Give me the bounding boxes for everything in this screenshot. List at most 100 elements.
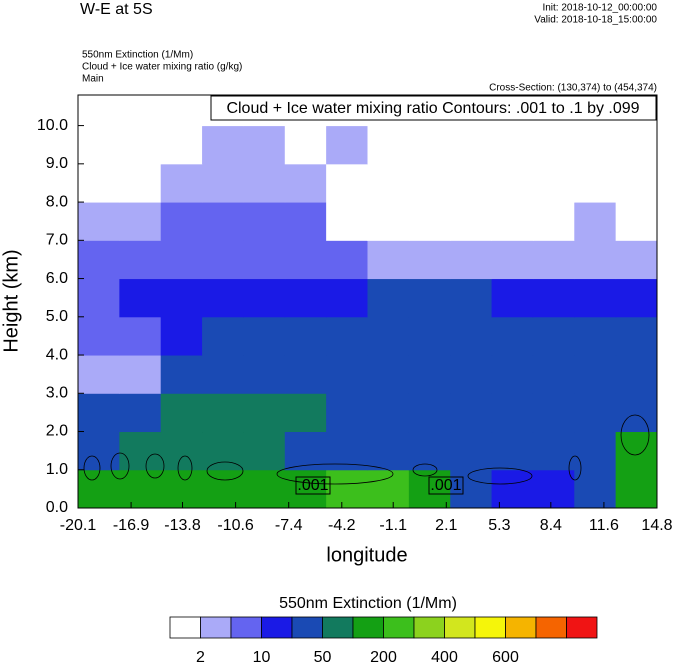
contour-label: .001 (430, 477, 461, 494)
field-cell (491, 125, 534, 165)
field-cell (78, 316, 120, 356)
field-cell (408, 163, 451, 203)
y-axis-label: Height (km) (0, 249, 22, 352)
field-cell (615, 316, 657, 356)
colorbar-box (230, 616, 262, 639)
field-cell (78, 95, 120, 127)
field-cell (284, 125, 327, 165)
x-tick-label: -16.9 (113, 517, 150, 534)
colorbar-box (474, 616, 506, 639)
field-cell (532, 469, 575, 508)
field-cell (326, 469, 368, 508)
field-cell (284, 393, 327, 433)
field-cell (450, 431, 493, 471)
colorbar-label: 2 (196, 649, 205, 666)
field-cell (408, 393, 451, 433)
colorbar-label: 200 (370, 649, 397, 666)
colorbar-title: 550nm Extinction (1/Mm) (279, 595, 457, 612)
field-cell (450, 355, 493, 394)
field-cell (574, 202, 617, 241)
field-cell (326, 316, 368, 356)
field-cell (119, 202, 162, 241)
contour-label-box (428, 476, 464, 495)
y-tick-label: 8.0 (46, 193, 68, 210)
field-cell (119, 469, 162, 508)
field-cell (284, 316, 327, 356)
colorbar-box (566, 616, 598, 639)
x-tick-label: -1.1 (379, 517, 407, 534)
field-cell (202, 278, 244, 318)
field-cell (574, 469, 617, 508)
field-cell (202, 469, 244, 508)
colorbar-box (169, 616, 201, 639)
x-tick-label: 11.6 (589, 517, 619, 534)
field-cell (532, 125, 575, 165)
contour-label-box (295, 476, 331, 495)
y-tick-label: 6.0 (46, 270, 68, 287)
field-cell (78, 202, 120, 241)
field-cell (202, 125, 244, 165)
field-cell (78, 469, 120, 508)
field-cell (491, 278, 534, 318)
field-cell (326, 278, 368, 318)
field-cell (408, 202, 451, 241)
x-tick-label: 14.8 (641, 517, 672, 534)
field-cell (491, 240, 534, 280)
field-cell (160, 95, 203, 127)
y-tick-label: 4.0 (46, 346, 68, 363)
field-cell (243, 278, 286, 318)
field-cell (160, 431, 203, 471)
field-cell (574, 240, 617, 280)
field-cell (491, 393, 534, 433)
field-cell (119, 316, 162, 356)
colorbar-box (413, 616, 445, 639)
field-cell (202, 355, 244, 394)
field-cell (367, 240, 410, 280)
colorbar-box (291, 616, 323, 639)
field-cell (78, 278, 120, 318)
field-cell (367, 355, 410, 394)
x-axis-label: longitude (326, 544, 407, 566)
field-cell (160, 125, 203, 165)
colorbar-box (261, 616, 293, 639)
field-cell (574, 393, 617, 433)
field-cell (326, 240, 368, 280)
field-cell (78, 431, 120, 471)
field-cell (119, 163, 162, 203)
colorbar-box (444, 616, 476, 639)
field-cell (450, 163, 493, 203)
x-tick-label: -10.6 (217, 517, 254, 534)
contour-info-box (210, 95, 657, 121)
field-cell (284, 240, 327, 280)
field-cell (119, 431, 162, 471)
field-cell (326, 393, 368, 433)
field-cell (367, 431, 410, 471)
field-cell (491, 163, 534, 203)
field-cell (160, 240, 203, 280)
contours (83, 414, 650, 485)
field-cell (243, 163, 286, 203)
field-cell (119, 95, 162, 127)
field-cell (284, 431, 327, 471)
field-cell (450, 469, 493, 508)
field-cell (243, 240, 286, 280)
colorbar-box (200, 616, 232, 639)
field-cell (532, 278, 575, 318)
field-cell (532, 393, 575, 433)
x-tick-label: -13.8 (164, 517, 201, 534)
field-cell (243, 316, 286, 356)
contour-label: .001 (297, 477, 328, 494)
field-cell (78, 163, 120, 203)
y-tick-label: 3.0 (46, 384, 68, 401)
y-tick-label: 9.0 (46, 155, 68, 172)
chart-title: W-E at 5S (80, 1, 153, 18)
y-tick-label: 1.0 (46, 461, 68, 478)
field-cell (615, 163, 657, 203)
field-title: 550nm Extinction (1/Mm) (82, 50, 193, 61)
field-cell (326, 163, 368, 203)
field-cell (202, 431, 244, 471)
field-cell (532, 240, 575, 280)
colorbar-box (535, 616, 567, 639)
